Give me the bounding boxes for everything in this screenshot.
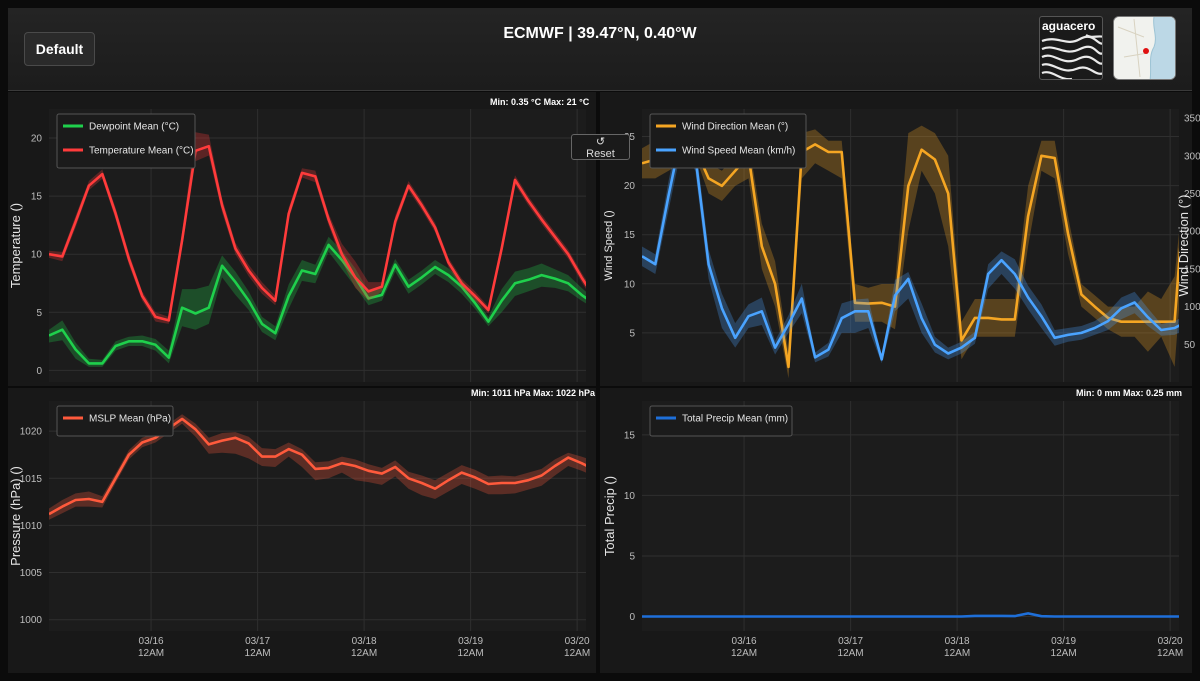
y-right-axis-label: Wind Direction (°) <box>1176 195 1191 297</box>
x-tick-sublabel: 12AM <box>138 648 164 659</box>
x-tick-sublabel: 12AM <box>245 648 271 659</box>
y-tick-label: 10 <box>624 279 636 290</box>
legend-label: Total Precip Mean (mm) <box>682 414 788 425</box>
y-tick-label: 15 <box>31 192 43 203</box>
dewpoint-line <box>49 243 586 365</box>
pressure-minmax: Min: 1011 hPa Max: 1022 hPa <box>471 388 596 398</box>
precip-plot-bg <box>642 401 1179 631</box>
wind-legend: Wind Direction Mean (°) Wind Speed Mean (… <box>649 113 807 169</box>
y-tick-label: 10 <box>624 491 636 502</box>
legend-label: Dewpoint Mean (°C) <box>89 122 179 133</box>
x-tick-label: 03/17 <box>838 636 863 647</box>
x-tick-label: 03/18 <box>352 636 377 647</box>
temperature-minmax: Min: 0.35 °C Max: 21 °C <box>490 97 590 107</box>
y-right-tick-label: 200 <box>1184 227 1200 238</box>
logo-text: aguacero <box>1042 19 1096 33</box>
legend-box <box>56 113 196 169</box>
temperature-plot: 0 5 10 15 20 Temperature () Dewpoint Mean (°C)… <box>8 109 586 382</box>
pressure-plot: 1000 1005 1010 1015 1020 Pressure (hPa) () 03/… <box>8 401 590 659</box>
y-tick-label: 1015 <box>20 474 43 485</box>
y-tick-label: 20 <box>31 134 43 145</box>
x-tick-label: 03/16 <box>732 636 757 647</box>
x-tick-sublabel: 12AM <box>458 648 484 659</box>
y-tick-label: 1010 <box>20 521 43 532</box>
mslp-spread-band <box>49 414 586 520</box>
x-tick-label: 03/19 <box>1051 636 1076 647</box>
x-tick-sublabel: 12AM <box>1157 648 1183 659</box>
aguacero-logo[interactable]: aguacero <box>1039 16 1103 80</box>
temperature-line <box>49 144 586 322</box>
x-tick-label: 03/20 <box>565 636 590 647</box>
legend-box <box>649 405 793 437</box>
y-tick-label: 0 <box>629 612 635 623</box>
pressure-plot-bg <box>49 401 586 631</box>
y-right-tick-label: 50 <box>1184 340 1196 351</box>
y-tick-label: 10 <box>31 250 43 261</box>
page-title: ECMWF | 39.47°N, 0.40°W <box>503 25 697 42</box>
y-tick-label: 20 <box>624 181 636 192</box>
legend-box <box>649 113 807 169</box>
x-tick-sublabel: 12AM <box>351 648 377 659</box>
temperature-legend: Dewpoint Mean (°C) Temperature Mean (°C) <box>56 113 196 169</box>
x-tick-sublabel: 12AM <box>564 648 590 659</box>
y-right-tick-label: 150 <box>1184 264 1200 275</box>
pressure-legend: MSLP Mean (hPa) <box>56 405 174 437</box>
y-tick-label: 0 <box>36 366 42 377</box>
x-tick-label: 03/17 <box>245 636 270 647</box>
legend-box <box>56 405 174 437</box>
location-minimap[interactable] <box>1113 16 1176 80</box>
x-tick-label: 03/18 <box>945 636 970 647</box>
x-tick-label: 03/20 <box>1158 636 1183 647</box>
dewpoint-spread-band <box>49 236 586 367</box>
mslp-line <box>49 417 586 516</box>
legend-label: Temperature Mean (°C) <box>89 146 194 157</box>
precip-line <box>642 612 1179 618</box>
y-tick-label: 15 <box>624 430 636 441</box>
y-right-tick-label: 350 <box>1184 114 1200 125</box>
y-tick-label: 5 <box>629 328 635 339</box>
y-axis-label: Wind Speed () <box>603 210 615 280</box>
x-tick-label: 03/19 <box>458 636 483 647</box>
wind-plot: 51015202550100150200250300350Wind Direct… <box>603 109 1200 382</box>
x-tick-label: 03/16 <box>139 636 164 647</box>
y-axis-label: Pressure (hPa) () <box>8 466 23 566</box>
y-tick-label: 5 <box>629 551 635 562</box>
reset-label: Reset <box>586 148 615 160</box>
x-tick-sublabel: 12AM <box>1051 648 1077 659</box>
y-right-tick-label: 300 <box>1184 151 1200 162</box>
y-right-tick-label: 250 <box>1184 189 1200 200</box>
temperature-series-group <box>49 132 586 367</box>
legend-label: MSLP Mean (hPa) <box>89 414 171 425</box>
x-tick-sublabel: 12AM <box>731 648 757 659</box>
default-button[interactable]: Default <box>24 32 95 66</box>
y-tick-label: 1020 <box>20 427 43 438</box>
pressure-series-group <box>49 414 586 520</box>
y-tick-label: 1005 <box>20 568 43 579</box>
y-right-tick-label: 100 <box>1184 302 1200 313</box>
y-tick-label: 5 <box>36 308 42 319</box>
x-tick-sublabel: 12AM <box>944 648 970 659</box>
y-tick-label: 1000 <box>20 615 43 626</box>
precip-series-group <box>642 612 1179 618</box>
y-axis-label: Total Precip () <box>602 476 617 556</box>
minimap-icon <box>1114 17 1175 79</box>
wind-speed-line <box>642 130 1179 361</box>
legend-label: Wind Direction Mean (°) <box>682 122 788 133</box>
x-tick-sublabel: 12AM <box>838 648 864 659</box>
precip-minmax: Min: 0 mm Max: 0.25 mm <box>1076 388 1183 398</box>
y-axis-label: Temperature () <box>8 203 23 288</box>
reset-zoom-button[interactable]: ↺ Reset <box>571 134 630 160</box>
logo-contour-icon <box>1041 34 1102 79</box>
precip-legend: Total Precip Mean (mm) <box>649 405 793 437</box>
reset-icon: ↺ <box>595 136 606 148</box>
legend-label: Wind Speed Mean (km/h) <box>682 146 795 157</box>
wind-direction-line <box>642 143 1179 369</box>
y-tick-label: 15 <box>624 230 636 241</box>
header-bar: Default ECMWF | 39.47°N, 0.40°W aguacero <box>8 8 1192 91</box>
